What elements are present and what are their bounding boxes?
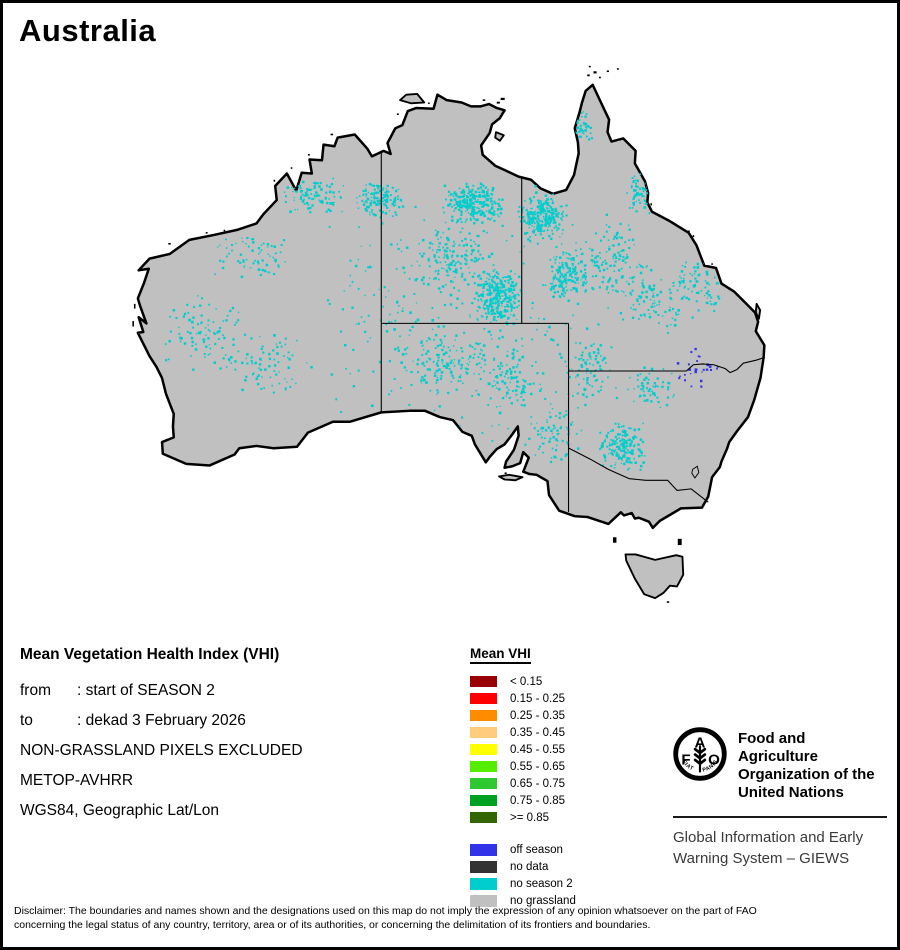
info-row-2: NON-GRASSLAND PIXELS EXCLUDED xyxy=(20,736,303,766)
legend-row: 0.25 - 0.35 xyxy=(470,707,576,724)
info-rows: from : start of SEASON 2 to : dekad 3 Febru… xyxy=(20,676,303,826)
vhi-legend: Mean VHI < 0.15 0.15 - 0.25 0.25 - 0.35 0.3… xyxy=(470,645,576,909)
map-info-block: Mean Vegetation Health Index (VHI) from:… xyxy=(20,646,303,826)
legend-label: 0.15 - 0.25 xyxy=(510,692,565,705)
fao-org-line-0: Food and Agriculture xyxy=(737,730,818,765)
legend-swatch xyxy=(470,795,497,806)
info-title: Mean Vegetation Health Index (VHI) xyxy=(20,646,280,663)
page-title: Australia xyxy=(19,13,157,48)
info-row-label: from xyxy=(20,682,51,699)
legend-swatch xyxy=(470,894,497,907)
legend-row: 0.55 - 0.65 xyxy=(470,758,576,775)
vhi-speckles-layer xyxy=(164,111,726,471)
disclaimer-text: Disclaimer: The boundaries and names sho… xyxy=(14,905,890,932)
legend-row: no season 2 xyxy=(470,875,576,892)
vhi-legend-rows: < 0.15 0.15 - 0.25 0.25 - 0.35 0.35 - 0.45 0… xyxy=(470,673,576,826)
legend-swatch xyxy=(470,676,497,687)
legend-row: 0.35 - 0.45 xyxy=(470,724,576,741)
legend-swatch xyxy=(470,761,497,772)
info-row-value: NON-GRASSLAND PIXELS EXCLUDED xyxy=(20,742,303,759)
land-fraser-island xyxy=(754,302,762,320)
info-row-value: : start of SEASON 2 xyxy=(77,682,215,699)
legend-label: 0.35 - 0.45 xyxy=(510,726,565,739)
info-row-4: WGS84, Geographic Lat/Lon xyxy=(20,796,303,826)
legend-swatch xyxy=(470,744,497,755)
status-legend-rows: off season no data no season 2 no grassland xyxy=(470,841,576,909)
fao-letter-o: O xyxy=(708,751,720,768)
fao-header: A F O FIAT PANIS Food and Agriculture Org… xyxy=(673,727,889,802)
legend-row: off season xyxy=(470,841,576,858)
legend-label: 0.45 - 0.55 xyxy=(510,743,565,756)
legend-swatch xyxy=(470,812,497,823)
state-borders xyxy=(380,150,764,512)
info-row-value: METOP-AVHRR xyxy=(20,772,134,789)
act-border xyxy=(691,465,700,479)
legend-label: no data xyxy=(510,860,549,873)
fao-org-line-1: Organization of the xyxy=(737,766,875,783)
giews-line-1: Warning System – GIEWS xyxy=(673,850,850,867)
legend-swatch xyxy=(470,727,497,738)
legend-row: no grassland xyxy=(470,892,576,909)
coastal-islets-layer xyxy=(132,65,731,603)
legend-label: < 0.15 xyxy=(510,675,543,688)
fao-letter-f: F xyxy=(681,751,690,768)
fao-block: A F O FIAT PANIS Food and Agriculture Org… xyxy=(673,727,889,869)
info-row-3: METOP-AVHRR xyxy=(20,766,303,796)
legend-swatch xyxy=(470,843,497,856)
fao-org-line-2: United Nations xyxy=(737,784,844,801)
legend-row: 0.75 - 0.85 xyxy=(470,792,576,809)
legend-swatch xyxy=(470,877,497,890)
legend-title: Mean VHI xyxy=(470,646,531,664)
legend-label: 0.55 - 0.65 xyxy=(510,760,565,773)
legend-swatch xyxy=(470,778,497,789)
legend-row: >= 0.85 xyxy=(470,809,576,826)
legend-row: 0.45 - 0.55 xyxy=(470,741,576,758)
legend-row: < 0.15 xyxy=(470,673,576,690)
legend-row: no data xyxy=(470,858,576,875)
fao-divider xyxy=(673,816,887,818)
fao-letter-a: A xyxy=(695,735,706,752)
giews-line-0: Global Information and Early xyxy=(673,829,864,846)
info-row-value: : dekad 3 February 2026 xyxy=(77,712,246,729)
legend-row: 0.65 - 0.75 xyxy=(470,775,576,792)
legend-label: off season xyxy=(510,843,563,856)
legend-swatch xyxy=(470,693,497,704)
legend-row: 0.15 - 0.25 xyxy=(470,690,576,707)
land-groote-eylandt xyxy=(494,131,505,142)
fao-logo-icon: A F O FIAT PANIS xyxy=(673,727,727,781)
legend-label: no grassland xyxy=(510,894,576,907)
legend-label: >= 0.85 xyxy=(510,811,550,824)
info-row-label: to xyxy=(20,712,33,729)
legend-label: 0.75 - 0.85 xyxy=(510,794,565,807)
info-row-1: to : dekad 3 February 2026 xyxy=(20,706,303,736)
giews-caption: Global Information and Early Warning Syst… xyxy=(673,827,889,869)
disclaimer-line-2: concerning the legal status of any count… xyxy=(14,918,651,931)
land-kangaroo-island xyxy=(498,473,524,482)
info-row-value: WGS84, Geographic Lat/Lon xyxy=(20,802,220,819)
australia-map xyxy=(132,65,766,603)
legend-label: no season 2 xyxy=(510,877,573,890)
info-row-0: from : start of SEASON 2 xyxy=(20,676,303,706)
land-tasmania xyxy=(624,553,685,600)
legend-label: 0.65 - 0.75 xyxy=(510,777,565,790)
legend-label: 0.25 - 0.35 xyxy=(510,709,565,722)
legend-swatch xyxy=(470,710,497,721)
land-melville-island xyxy=(399,92,426,105)
land-mainland xyxy=(136,83,766,530)
fao-org-name: Food and Agriculture Organization of the U… xyxy=(738,727,889,802)
disclaimer-line-1: Disclaimer: The boundaries and names sho… xyxy=(14,905,757,917)
legend-swatch xyxy=(470,860,497,873)
